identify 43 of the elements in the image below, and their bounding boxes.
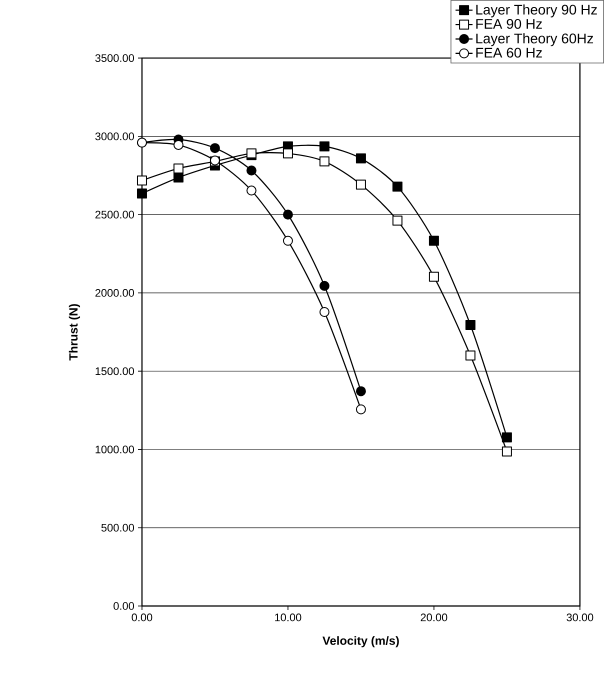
point <box>392 182 402 192</box>
legend-label: Layer Theory 60Hz <box>476 33 594 46</box>
y-tick-label: 3000.00 <box>95 132 134 140</box>
point <box>210 143 220 154</box>
point <box>320 307 330 318</box>
x-tick-label: 0.00 <box>132 614 152 622</box>
x-axis-title: Velocity (m/s) <box>322 636 399 648</box>
point <box>174 172 184 183</box>
legend-label: FEA 90 Hz <box>476 18 542 29</box>
point <box>465 320 476 330</box>
point <box>356 153 366 164</box>
y-tick-label: 2000.00 <box>95 289 134 297</box>
point <box>356 180 366 190</box>
point <box>502 432 512 442</box>
y-tick-label: 1500.00 <box>96 367 134 376</box>
point <box>137 176 148 186</box>
point <box>502 446 512 456</box>
y-tick-label: 3500.00 <box>95 54 134 62</box>
point <box>320 156 330 166</box>
x-tick-label: 20.00 <box>420 614 448 622</box>
y-axis-title: Thrust (N) <box>68 304 80 360</box>
point <box>283 210 294 220</box>
legend-label: FEA 60 Hz <box>476 48 542 58</box>
point <box>137 188 148 198</box>
point <box>283 236 294 246</box>
point <box>320 141 330 152</box>
point <box>392 216 402 226</box>
point <box>246 186 257 196</box>
point <box>428 272 439 282</box>
point <box>283 148 294 158</box>
point <box>465 350 476 361</box>
point <box>356 386 366 396</box>
legend-label: Layer Theory 90 Hz <box>476 4 597 18</box>
y-tick-label: 500.00 <box>101 524 134 532</box>
point <box>174 140 184 150</box>
y-tick-label: 2500.00 <box>95 210 134 219</box>
x-tick-label: 30.00 <box>566 614 594 622</box>
point <box>428 236 439 246</box>
y-tick-label: 0.00 <box>114 602 134 610</box>
y-tick-label: 1000.00 <box>96 446 134 454</box>
x-tick-label: 10.00 <box>275 614 302 622</box>
point <box>246 165 257 176</box>
point <box>320 280 330 291</box>
